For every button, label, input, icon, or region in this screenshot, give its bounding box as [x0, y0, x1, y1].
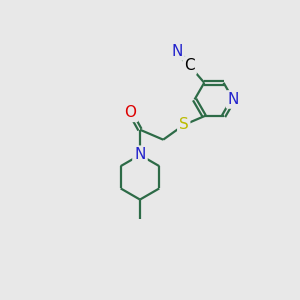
Text: N: N: [134, 148, 146, 163]
Text: N: N: [227, 92, 239, 107]
Text: S: S: [179, 118, 189, 133]
Text: N: N: [134, 148, 146, 163]
Text: C: C: [184, 58, 195, 73]
Text: O: O: [124, 105, 136, 120]
Text: N: N: [172, 44, 183, 59]
